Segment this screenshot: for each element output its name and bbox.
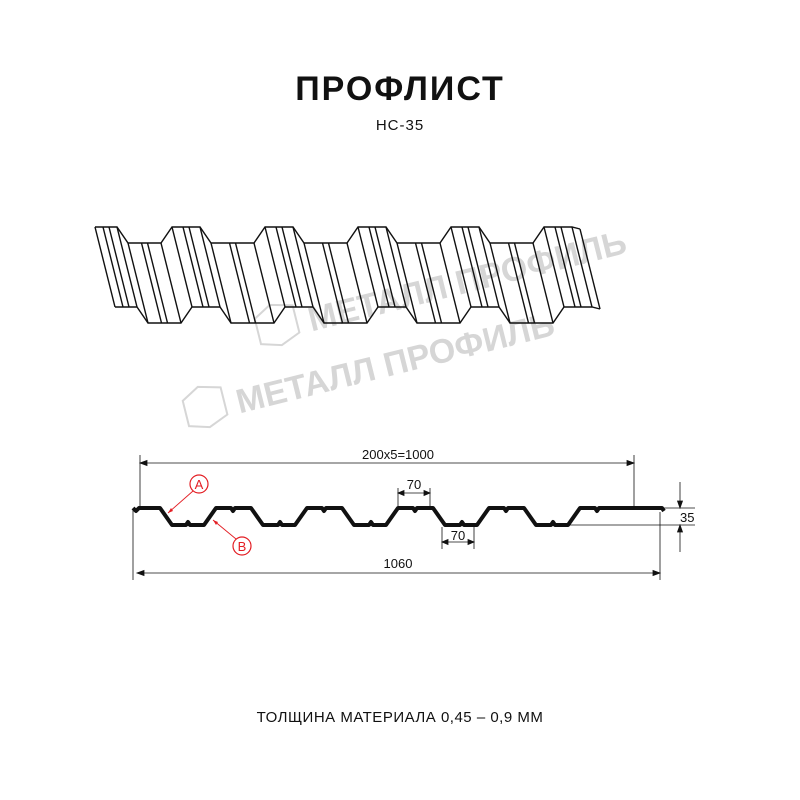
sheet-fold-line (127, 242, 149, 324)
sheet-rib-line (140, 242, 163, 324)
sheet-rib-line (321, 242, 344, 324)
sheet-fold-line (199, 226, 221, 308)
sheet-fold-line (292, 226, 314, 308)
marker-a: A (167, 474, 209, 514)
marker-b-label: B (238, 539, 247, 554)
sheet-fold-line (303, 242, 325, 324)
dimension-lines (132, 455, 695, 580)
sheet-rib-line (102, 226, 124, 308)
sheet-rib-line (507, 242, 530, 324)
watermark-text: МЕТАЛЛ ПРОФИЛЬ (304, 223, 630, 339)
model-label: НС-35 (375, 117, 425, 134)
sheet-rib-line (414, 242, 437, 324)
sheet-fold-line (571, 226, 593, 308)
sheet-fold-line (579, 228, 601, 310)
dimension-overall-width: 1060 (384, 556, 413, 571)
sheet-fold-line (346, 242, 368, 324)
sheet-rib-line (461, 226, 483, 308)
sheet-fold-line (116, 226, 138, 308)
profile-section-line (131, 506, 666, 527)
dimension-pitch-total: 200x5=1000 (362, 447, 434, 462)
sheet-fold-line (532, 242, 554, 324)
sheet-fold-line (396, 242, 418, 324)
dimension-bottom-width: 70 (451, 528, 465, 543)
sheet-rib-line (554, 226, 576, 308)
sheet-isometric-view (94, 226, 601, 324)
sheet-top-edge (95, 226, 581, 244)
marker-b: B (212, 519, 252, 556)
cross-section (131, 506, 666, 527)
sheet-fold-line (385, 226, 407, 308)
sheet-fold-line (543, 226, 565, 308)
sheet-rib-line (513, 242, 536, 324)
sheet-fold-line (171, 226, 193, 308)
sheet-rib-line (228, 242, 251, 324)
sheet-rib-line (234, 242, 257, 324)
sheet-rib-line (281, 226, 303, 308)
sheet-fold-line (94, 226, 116, 308)
sheet-rib-line (368, 226, 390, 308)
sheet-fold-line (264, 226, 286, 308)
sheet-rib-line (467, 226, 489, 308)
sheet-rib-line (327, 242, 350, 324)
sheet-rib-line (420, 242, 443, 324)
sheet-rib-line (182, 226, 204, 308)
sheet-fold-line (210, 242, 232, 324)
sheet-fold-line (160, 242, 182, 324)
sheet-fold-line (478, 226, 500, 308)
sheet-fold-line (450, 226, 472, 308)
sheet-rib-line (275, 226, 297, 308)
marker-a-label: A (195, 477, 204, 492)
logo-icon (181, 385, 229, 429)
dimension-top-width: 70 (407, 477, 421, 492)
sheet-fold-line (489, 242, 511, 324)
sheet-fold-line (357, 226, 379, 308)
dimension-height: 35 (680, 510, 694, 525)
sheet-rib-line (188, 226, 210, 308)
sheet-rib-line (374, 226, 396, 308)
sheet-fold-line (253, 242, 275, 324)
material-thickness-note: ТОЛЩИНА МАТЕРИАЛА 0,45 – 0,9 ММ (256, 709, 544, 726)
sheet-rib-line (146, 242, 169, 324)
sheet-rib-line (108, 226, 130, 308)
page-title: ПРОФЛИСТ (295, 70, 505, 108)
sheet-rib-line (560, 226, 582, 308)
sheet-fold-line (439, 242, 461, 324)
